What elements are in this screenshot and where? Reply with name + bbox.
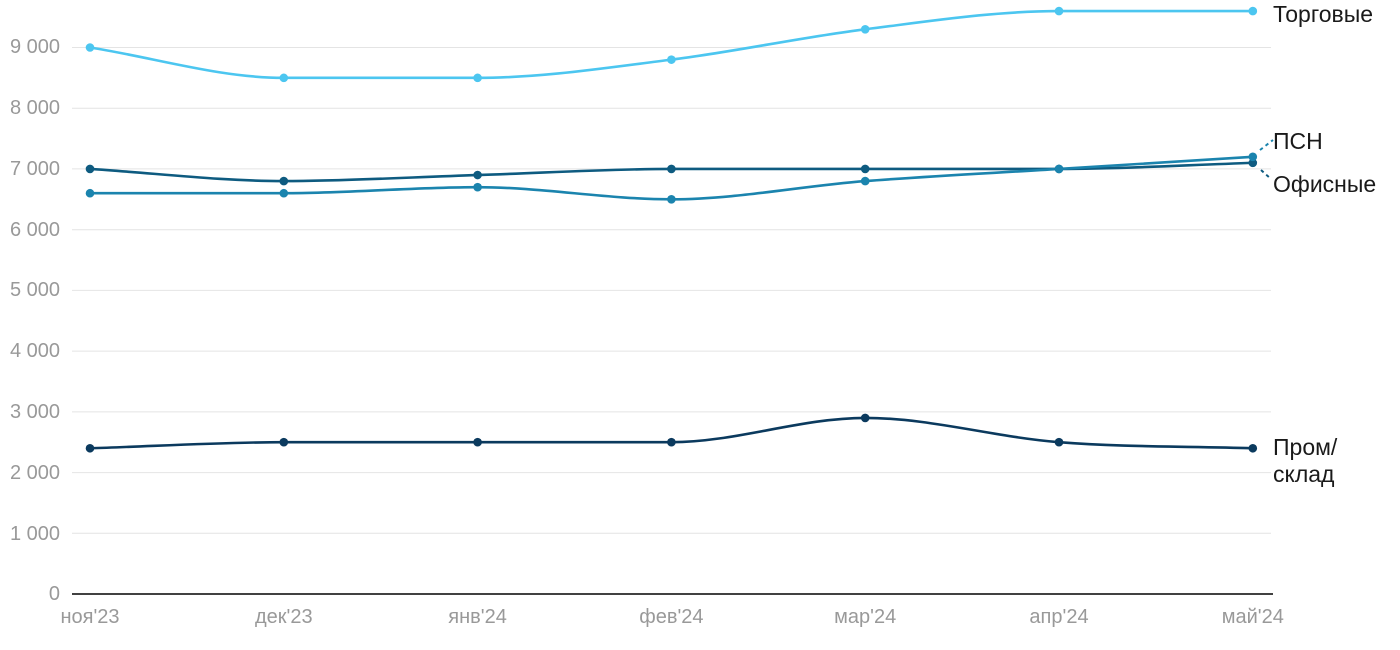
svg-text:дек'23: дек'23 bbox=[255, 606, 313, 628]
svg-text:6 000: 6 000 bbox=[10, 219, 60, 241]
svg-text:3 000: 3 000 bbox=[10, 401, 60, 423]
svg-text:май'24: май'24 bbox=[1222, 606, 1284, 628]
svg-text:мар'24: мар'24 bbox=[834, 606, 896, 628]
svg-text:апр'24: апр'24 bbox=[1029, 606, 1088, 628]
svg-text:Торговые: Торговые bbox=[1273, 1, 1373, 27]
svg-text:9 000: 9 000 bbox=[10, 36, 60, 58]
svg-text:2 000: 2 000 bbox=[10, 462, 60, 484]
svg-text:ноя'23: ноя'23 bbox=[60, 606, 119, 628]
svg-text:7 000: 7 000 bbox=[10, 158, 60, 180]
svg-text:ПСН: ПСН bbox=[1273, 128, 1323, 154]
svg-text:1 000: 1 000 bbox=[10, 523, 60, 545]
svg-text:фев'24: фев'24 bbox=[639, 606, 703, 628]
svg-text:0: 0 bbox=[49, 583, 60, 605]
svg-text:5 000: 5 000 bbox=[10, 279, 60, 301]
svg-text:склад: склад bbox=[1273, 461, 1335, 487]
svg-text:4 000: 4 000 bbox=[10, 340, 60, 362]
svg-text:янв'24: янв'24 bbox=[448, 606, 507, 628]
svg-text:8 000: 8 000 bbox=[10, 97, 60, 119]
svg-text:Пром/: Пром/ bbox=[1273, 434, 1338, 460]
svg-text:Офисные: Офисные bbox=[1273, 171, 1376, 197]
